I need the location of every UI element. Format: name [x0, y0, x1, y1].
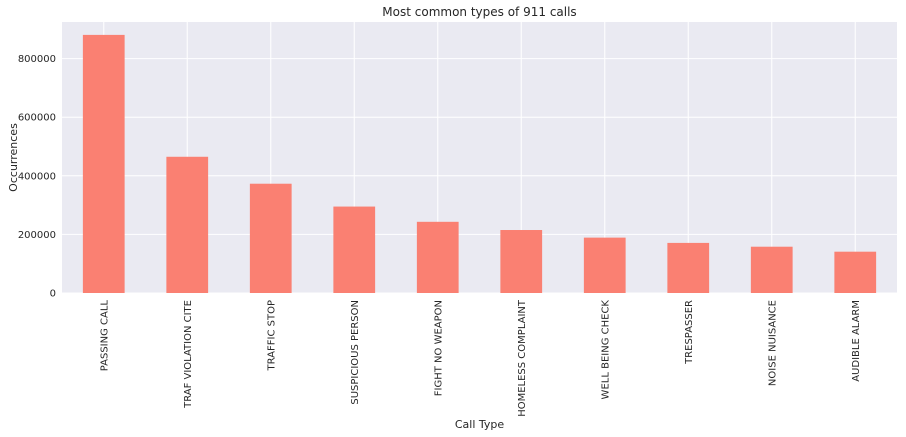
y-axis-ticks: 0 200000 400000 600000 800000	[18, 54, 56, 299]
bar	[583, 237, 626, 293]
y-tick-label: 0	[50, 289, 56, 300]
y-tick-label: 400000	[18, 171, 56, 182]
x-tick-label: TRESPASSER	[684, 300, 695, 365]
x-tick-label: HOMELESS COMPLAINT	[517, 299, 528, 417]
x-tick-label: NOISE NUISANCE	[767, 300, 778, 386]
x-tick-label: WELL BEING CHECK	[600, 300, 611, 400]
bar	[249, 183, 292, 293]
x-axis-label: Call Type	[455, 418, 505, 431]
bar	[333, 206, 376, 293]
x-tick-label: PASSING CALL	[99, 300, 110, 372]
x-tick-label: TRAFFIC STOP	[266, 300, 277, 371]
bar	[500, 230, 543, 293]
x-tick-label: SUSPICIOUS PERSON	[350, 300, 361, 405]
bar	[750, 246, 793, 293]
bar	[416, 221, 459, 293]
x-tick-label: TRAF VIOLATION CITE	[183, 300, 194, 409]
y-tick-label: 800000	[18, 54, 56, 65]
bar	[82, 34, 125, 294]
bar	[667, 242, 710, 293]
chart-title: Most common types of 911 calls	[382, 5, 576, 19]
y-axis-label: Occurrences	[7, 123, 20, 192]
y-tick-label: 600000	[18, 113, 56, 124]
x-tick-label: AUDIBLE ALARM	[851, 300, 862, 382]
x-axis-ticks: PASSING CALL TRAF VIOLATION CITE TRAFFIC S…	[99, 299, 862, 417]
y-tick-label: 200000	[18, 230, 56, 241]
x-tick-label: FIGHT NO WEAPON	[433, 300, 444, 396]
bars	[82, 34, 877, 294]
bar	[166, 156, 209, 293]
bar	[834, 251, 877, 293]
